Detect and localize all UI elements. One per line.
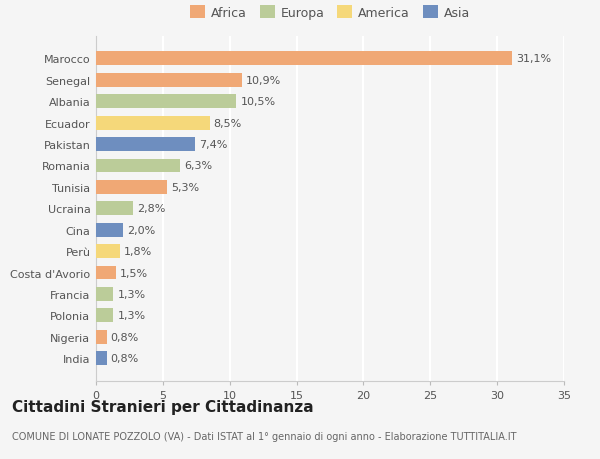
Bar [96,330,107,344]
Text: 0,8%: 0,8% [111,353,139,364]
Text: 1,5%: 1,5% [120,268,148,278]
Text: 0,8%: 0,8% [111,332,139,342]
Text: 6,3%: 6,3% [184,161,212,171]
Text: 8,5%: 8,5% [214,118,242,129]
Text: 10,9%: 10,9% [246,76,281,86]
Bar [96,159,180,173]
Bar [96,52,512,66]
Bar [96,95,236,109]
Text: 1,8%: 1,8% [124,246,152,257]
Legend: Africa, Europa, America, Asia: Africa, Europa, America, Asia [186,2,474,23]
Bar [96,245,120,258]
Bar [96,180,167,195]
Bar [96,266,116,280]
Text: 7,4%: 7,4% [199,140,227,150]
Bar [96,74,242,88]
Text: 1,3%: 1,3% [118,289,146,299]
Bar [96,223,123,237]
Text: COMUNE DI LONATE POZZOLO (VA) - Dati ISTAT al 1° gennaio di ogni anno - Elaboraz: COMUNE DI LONATE POZZOLO (VA) - Dati IST… [12,431,517,442]
Text: 5,3%: 5,3% [171,183,199,192]
Bar [96,202,133,216]
Bar [96,352,107,365]
Bar [96,138,195,152]
Bar [96,309,113,323]
Text: 10,5%: 10,5% [241,97,275,107]
Text: 2,8%: 2,8% [137,204,166,214]
Text: 2,0%: 2,0% [127,225,155,235]
Text: Cittadini Stranieri per Cittadinanza: Cittadini Stranieri per Cittadinanza [12,399,314,414]
Bar [96,287,113,301]
Bar [96,117,209,130]
Text: 1,3%: 1,3% [118,311,146,321]
Text: 31,1%: 31,1% [516,54,551,64]
